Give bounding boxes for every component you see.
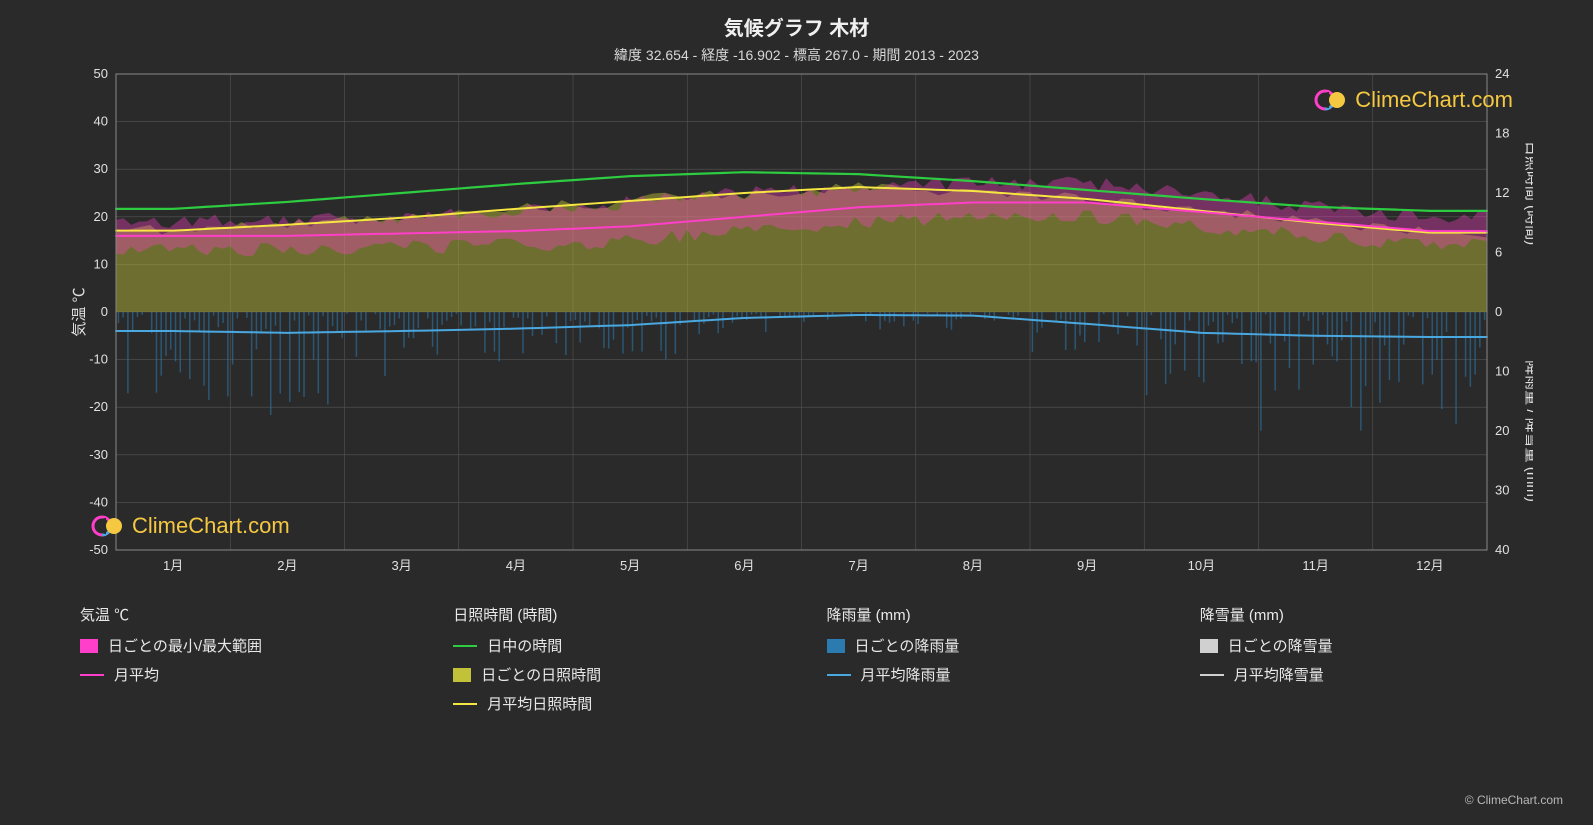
chart-area: -50 -40 -30 -20 -10 0 10 20 30 40 50 気温 ℃ 0 6 12 18 24 10…: [70, 68, 1533, 578]
legend-item: 日中の時間: [453, 635, 786, 656]
legend-item: 日ごとの降雨量: [827, 635, 1160, 656]
svg-text:18: 18: [1495, 126, 1509, 141]
legend-label: 日ごとの降雪量: [1228, 635, 1333, 656]
svg-text:0: 0: [1495, 304, 1502, 319]
legend-heading: 気温 ℃: [80, 604, 413, 625]
svg-text:8月: 8月: [963, 558, 983, 573]
legend-heading: 降雨量 (mm): [827, 604, 1160, 625]
legend: 気温 ℃ 日ごとの最小/最大範囲月平均 日照時間 (時間) 日中の時間日ごとの日照時間…: [80, 604, 1533, 722]
svg-text:7月: 7月: [849, 558, 869, 573]
svg-text:-20: -20: [89, 399, 108, 414]
svg-text:0: 0: [101, 304, 108, 319]
svg-text:12月: 12月: [1416, 558, 1443, 573]
chart-title: 気候グラフ 木材: [0, 12, 1593, 41]
svg-text:20: 20: [94, 209, 108, 224]
legend-line: [453, 703, 477, 705]
svg-text:気温 ℃: 気温 ℃: [71, 287, 88, 336]
legend-item: 日ごとの日照時間: [453, 664, 786, 685]
svg-text:10: 10: [1495, 364, 1509, 379]
legend-column: 降雪量 (mm) 日ごとの降雪量月平均降雪量: [1200, 604, 1533, 722]
svg-text:30: 30: [94, 161, 108, 176]
svg-text:降雨量 / 降雪量 (mm): 降雨量 / 降雪量 (mm): [1523, 360, 1533, 502]
legend-item: 月平均: [80, 664, 413, 685]
legend-label: 月平均: [114, 664, 159, 685]
legend-swatch: [1200, 639, 1218, 653]
svg-text:30: 30: [1495, 483, 1509, 498]
svg-text:10月: 10月: [1188, 558, 1215, 573]
legend-label: 月平均降雪量: [1234, 664, 1324, 685]
svg-text:40: 40: [94, 114, 108, 129]
legend-item: 月平均降雨量: [827, 664, 1160, 685]
legend-column: 降雨量 (mm) 日ごとの降雨量月平均降雨量: [827, 604, 1160, 722]
svg-text:-30: -30: [89, 447, 108, 462]
legend-label: 月平均降雨量: [861, 664, 951, 685]
legend-line: [1200, 674, 1224, 676]
legend-label: 日ごとの降雨量: [855, 635, 960, 656]
legend-item: 日ごとの最小/最大範囲: [80, 635, 413, 656]
legend-swatch: [827, 639, 845, 653]
legend-label: 日中の時間: [487, 635, 562, 656]
climate-chart-svg: -50 -40 -30 -20 -10 0 10 20 30 40 50 気温 ℃ 0 6 12 18 24 10…: [70, 68, 1533, 578]
svg-text:11月: 11月: [1302, 558, 1329, 573]
svg-text:-40: -40: [89, 494, 108, 509]
legend-swatch: [453, 668, 471, 682]
legend-item: 日ごとの降雪量: [1200, 635, 1533, 656]
legend-line: [80, 674, 104, 676]
svg-text:4月: 4月: [506, 558, 526, 573]
legend-column: 日照時間 (時間) 日中の時間日ごとの日照時間月平均日照時間: [453, 604, 786, 722]
svg-text:3月: 3月: [392, 558, 412, 573]
svg-text:6: 6: [1495, 245, 1502, 260]
legend-column: 気温 ℃ 日ごとの最小/最大範囲月平均: [80, 604, 413, 722]
svg-text:50: 50: [94, 68, 108, 81]
svg-text:9月: 9月: [1077, 558, 1097, 573]
svg-text:6月: 6月: [734, 558, 754, 573]
svg-text:2月: 2月: [277, 558, 297, 573]
svg-text:日照時間 (時間): 日照時間 (時間): [1523, 141, 1533, 245]
legend-item: 月平均日照時間: [453, 693, 786, 714]
legend-heading: 日照時間 (時間): [453, 604, 786, 625]
svg-text:1月: 1月: [163, 558, 183, 573]
attribution-text: © ClimeChart.com: [1465, 793, 1563, 807]
legend-heading: 降雪量 (mm): [1200, 604, 1533, 625]
legend-item: 月平均降雪量: [1200, 664, 1533, 685]
legend-label: 日ごとの日照時間: [481, 664, 601, 685]
svg-text:12: 12: [1495, 185, 1509, 200]
legend-swatch: [80, 639, 98, 653]
chart-subtitle: 緯度 32.654 - 経度 -16.902 - 標高 267.0 - 期間 2…: [0, 45, 1593, 65]
svg-text:-10: -10: [89, 352, 108, 367]
legend-line: [453, 645, 477, 647]
legend-label: 月平均日照時間: [487, 693, 592, 714]
svg-text:10: 10: [94, 256, 108, 271]
legend-line: [827, 674, 851, 676]
svg-text:-50: -50: [89, 542, 108, 557]
svg-text:40: 40: [1495, 542, 1509, 557]
svg-text:20: 20: [1495, 423, 1509, 438]
svg-text:5月: 5月: [620, 558, 640, 573]
svg-text:24: 24: [1495, 68, 1509, 81]
legend-label: 日ごとの最小/最大範囲: [108, 635, 262, 656]
